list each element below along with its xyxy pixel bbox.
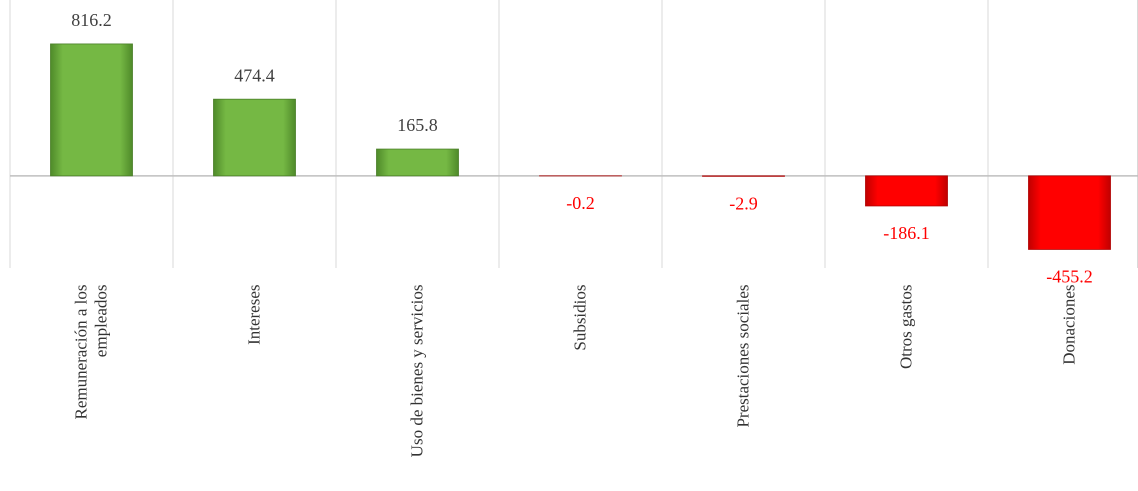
x-tick-label: Intereses — [244, 284, 264, 345]
x-tick-label: Otros gastos — [896, 284, 916, 370]
bar — [50, 43, 133, 177]
x-tick-label: Uso de bienes y servicios — [407, 284, 427, 458]
bar — [376, 148, 459, 177]
data-label: -455.2 — [1046, 267, 1093, 287]
data-label: -0.2 — [566, 193, 595, 213]
data-label: 816.2 — [71, 10, 112, 30]
x-tick-label: Subsidios — [570, 284, 590, 351]
data-label: -186.1 — [883, 223, 930, 243]
data-label: 474.4 — [234, 65, 275, 85]
bar — [213, 98, 296, 177]
bar — [1028, 175, 1111, 250]
bar — [865, 175, 948, 207]
x-tick-label: Remuneración a los empleados — [71, 284, 111, 420]
x-tick-label: Donaciones — [1059, 284, 1079, 365]
data-label: 165.8 — [397, 115, 438, 135]
x-tick-label: Prestaciones sociales — [733, 284, 753, 428]
data-label: -2.9 — [729, 193, 758, 213]
